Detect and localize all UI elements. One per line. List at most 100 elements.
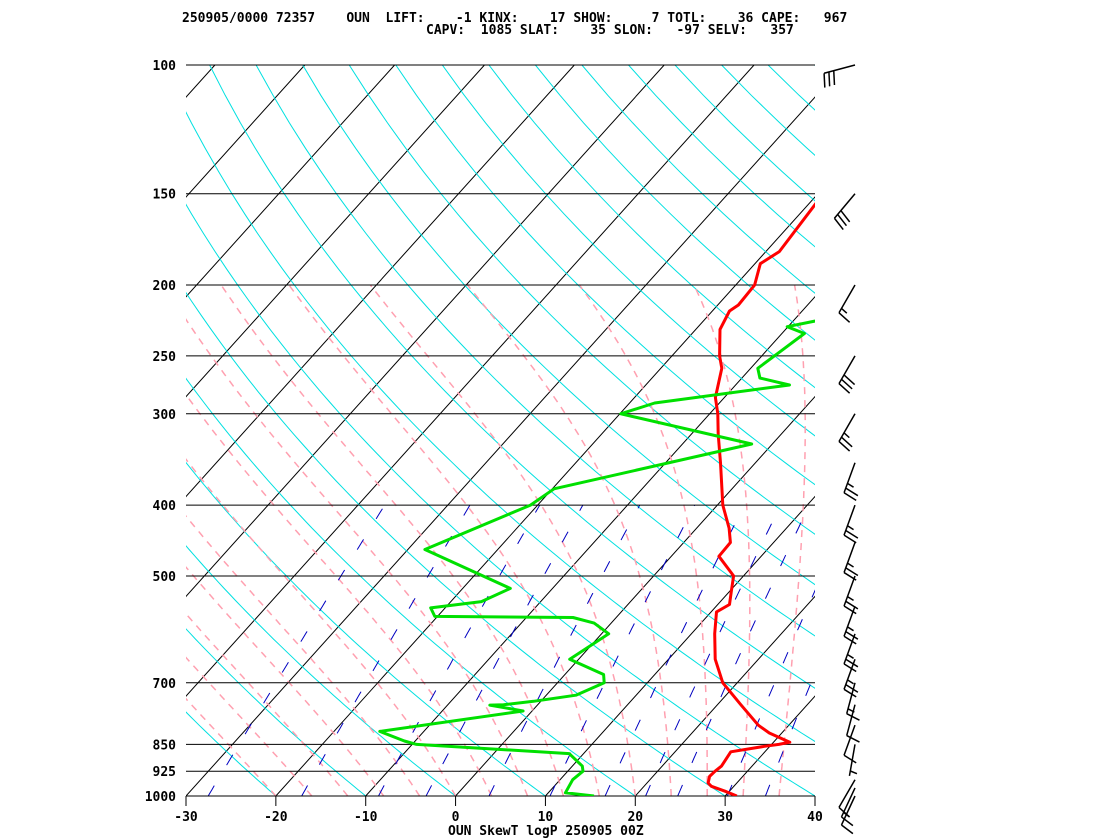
wind-barb-staff <box>843 724 856 756</box>
wind-barb-flag <box>843 754 857 764</box>
temperature-tick-label: 0 <box>452 810 460 825</box>
wind-barb <box>843 724 857 764</box>
wind-barb-staff <box>838 355 856 384</box>
dry-adiabat-line <box>674 65 815 202</box>
temperature-tick-label: 10 <box>538 810 554 825</box>
wind-barb-flag <box>833 70 836 86</box>
isotherm-line <box>634 595 815 796</box>
pressure-tick-label: 1000 <box>145 790 176 805</box>
temperature-tick-label: 40 <box>807 810 823 825</box>
wind-barb-flag <box>840 210 851 223</box>
dry-adiabat-line <box>628 65 815 248</box>
pressure-tick-label: 150 <box>153 188 177 203</box>
pressure-tick-label: 850 <box>153 738 177 753</box>
mixing-ratio-line <box>425 504 584 796</box>
moist-adiabat-line <box>186 458 457 796</box>
wind-barb-half-flag <box>840 307 848 314</box>
moist-adiabat-line <box>467 284 672 796</box>
isotherm-line <box>186 65 306 198</box>
wind-barb <box>843 605 859 645</box>
wind-barb-flag <box>843 605 857 615</box>
wind-barb-flag <box>845 630 859 640</box>
temperature-tick-label: 20 <box>627 810 643 825</box>
wind-barb-staff <box>843 575 856 607</box>
dry-adiabat-line <box>395 65 815 486</box>
wind-barb-staff <box>838 413 856 442</box>
wind-barb-flag <box>843 688 857 698</box>
moist-adiabat-line <box>186 566 385 796</box>
wind-barb <box>845 682 860 721</box>
pressure-tick-label: 200 <box>153 279 177 294</box>
pressure-tick-label: 925 <box>153 765 176 780</box>
dry-adiabat-line <box>1047 65 1120 796</box>
dry-adiabat-line <box>861 65 1120 796</box>
moist-adiabat-line <box>578 284 708 796</box>
temperature-tick-label: 30 <box>717 810 733 825</box>
isotherm-line <box>275 196 815 796</box>
isotherm-line <box>905 65 1120 796</box>
isotherm-line <box>186 65 395 298</box>
wind-barb-staff <box>843 504 856 536</box>
moist-adiabat-line <box>288 284 601 796</box>
moist-adiabat-line <box>186 514 421 796</box>
wind-barb-staff <box>840 795 856 826</box>
pressure-tick-label: 400 <box>153 499 177 514</box>
isotherm-line <box>455 395 815 796</box>
dry-adiabat-line <box>209 65 815 689</box>
dry-adiabat-line <box>186 377 636 796</box>
isotherm-line <box>814 795 815 796</box>
wind-barb-staff <box>823 64 856 75</box>
wind-barb-half-flag <box>850 770 858 775</box>
wind-barb-staff <box>845 682 856 714</box>
plot-frame <box>186 65 815 796</box>
wind-barb <box>845 704 860 743</box>
mixing-ratio-line <box>645 504 781 796</box>
dry-adiabat-line <box>721 65 815 157</box>
wind-barb-half-flag <box>847 708 855 713</box>
mixing-ratio-line <box>378 504 541 796</box>
isotherm-line <box>545 495 815 796</box>
header-line1: 250905/0000 72357 OUN LIFT: -1 KINX: 17 … <box>182 11 847 26</box>
wind-barb <box>843 633 859 673</box>
wind-barb-staff <box>845 704 856 736</box>
wind-barb-flag <box>845 658 859 668</box>
isotherm-line <box>186 65 665 598</box>
wind-barb-flag <box>828 71 831 87</box>
dry-adiabat-line <box>535 65 815 341</box>
wind-barb-flag <box>843 571 857 581</box>
wind-barb <box>843 575 859 615</box>
dewpoint-profile-line <box>378 319 815 796</box>
mixing-ratio-line <box>207 504 386 796</box>
wind-barb <box>843 504 859 544</box>
mixing-ratio-line <box>301 504 471 796</box>
temperature-profile-line <box>706 202 815 796</box>
wind-barb-staff <box>838 779 856 808</box>
wind-barb-half-flag <box>847 482 854 488</box>
dry-adiabat-line <box>581 65 815 294</box>
pressure-tick-label: 250 <box>153 350 177 365</box>
wind-barb-staff <box>843 462 856 494</box>
wind-barb-flag <box>838 440 851 452</box>
moist-adiabat-line <box>186 318 529 796</box>
wind-barb-staff <box>838 284 856 314</box>
wind-barb-flag <box>843 492 857 502</box>
isotherm-line <box>186 65 575 498</box>
mixing-ratio-line <box>549 504 696 796</box>
moist-adiabat-line <box>220 284 565 796</box>
isotherm-line <box>186 65 485 398</box>
profiles <box>378 202 815 796</box>
wind-barb-staff <box>843 633 856 665</box>
pressure-tick-label: 100 <box>153 59 177 74</box>
wind-barb <box>843 542 859 581</box>
wind-barb-flag <box>845 683 859 693</box>
mixing-ratio-line <box>677 504 810 796</box>
wind-barb <box>838 284 856 323</box>
wind-barb-half-flag <box>847 595 854 602</box>
dry-adiabat-line <box>767 65 815 111</box>
wind-barb-flag <box>840 436 853 448</box>
wind-barb-flag <box>843 374 856 386</box>
isotherm-line <box>186 65 755 697</box>
wind-barb-flag <box>837 213 848 227</box>
dry-adiabat-line <box>1094 65 1120 796</box>
